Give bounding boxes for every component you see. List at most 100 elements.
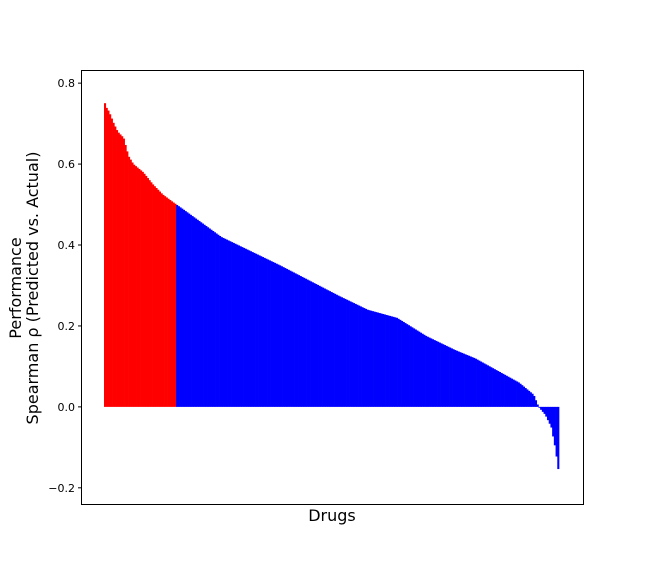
- drug-bar: [504, 374, 507, 407]
- drug-bar: [208, 228, 211, 407]
- drug-bar: [320, 286, 323, 407]
- drug-bar: [273, 262, 277, 407]
- drug-bar: [164, 196, 167, 407]
- drug-bar: [550, 406, 553, 428]
- drug-bar: [267, 259, 270, 407]
- drug-bar: [165, 197, 168, 407]
- drug-bar: [148, 180, 151, 407]
- drug-bar: [461, 352, 464, 407]
- drug-bar: [292, 272, 295, 407]
- drug-bar: [402, 322, 405, 407]
- drug-bar: [413, 328, 416, 407]
- drug-bar: [449, 347, 452, 407]
- drug-bar: [104, 103, 107, 407]
- drug-bar: [112, 122, 115, 407]
- drug-bar: [160, 193, 163, 407]
- drug-bar: [201, 223, 204, 407]
- drug-bar: [431, 339, 435, 407]
- drug-bar: [251, 252, 254, 407]
- drug-bar: [363, 308, 366, 407]
- drug-bar: [512, 379, 515, 407]
- drug-bar: [438, 342, 441, 407]
- drug-bar: [485, 364, 488, 407]
- drug-bar: [474, 358, 477, 407]
- drug-bar: [517, 382, 520, 407]
- drug-bar: [344, 298, 347, 407]
- drug-bar: [538, 406, 541, 408]
- drug-bar: [473, 357, 476, 407]
- drug-bar: [174, 203, 177, 407]
- drug-bar: [332, 292, 335, 407]
- drug-bar: [339, 296, 342, 407]
- drug-bar: [414, 329, 417, 407]
- drug-bar: [354, 303, 357, 407]
- drug-bar: [495, 370, 498, 407]
- drug-bar: [227, 240, 230, 407]
- drug-bar: [346, 299, 349, 407]
- drug-bar: [248, 250, 251, 407]
- drug-bar: [203, 224, 206, 407]
- drug-bar: [486, 365, 489, 407]
- drug-bar: [387, 315, 390, 407]
- drug-bar: [124, 144, 127, 407]
- drug-bar: [380, 313, 383, 407]
- y-axis-label-line1: Performance: [6, 237, 25, 338]
- drug-bar: [524, 388, 527, 407]
- drug-bar: [282, 267, 285, 407]
- drug-bar: [105, 107, 108, 407]
- drug-bar: [143, 173, 146, 407]
- drug-bar: [335, 294, 338, 407]
- drug-bar: [416, 330, 419, 407]
- drug-bar: [138, 168, 141, 407]
- drug-bar: [401, 320, 404, 407]
- drug-bar: [419, 332, 422, 407]
- drug-bar: [198, 221, 201, 407]
- drug-bar: [440, 343, 443, 407]
- drug-bar: [170, 201, 174, 407]
- drug-bar: [323, 288, 326, 407]
- drug-bar: [313, 283, 316, 407]
- drug-bar: [210, 229, 213, 407]
- drug-bar: [255, 253, 258, 407]
- drug-bar: [145, 175, 148, 407]
- drug-bar: [371, 311, 374, 407]
- drug-bar: [442, 344, 445, 407]
- drug-bar: [304, 278, 307, 407]
- drug-bar: [421, 333, 424, 407]
- drug-bar: [478, 360, 481, 407]
- drug-bar: [377, 312, 380, 407]
- drug-bar: [258, 255, 261, 407]
- drug-bar: [272, 262, 275, 407]
- drug-bar: [207, 227, 210, 407]
- drug-bar: [299, 276, 302, 407]
- y-tick-label: −0.2: [48, 482, 75, 495]
- drug-bar: [529, 392, 532, 407]
- drug-bar: [507, 376, 510, 407]
- drug-bar: [241, 247, 244, 407]
- drug-bar: [435, 340, 438, 407]
- drug-bar: [541, 406, 544, 412]
- drug-bar: [181, 208, 184, 407]
- drug-bar: [445, 345, 448, 407]
- drug-bar: [423, 334, 426, 407]
- drug-bar: [340, 297, 344, 407]
- drug-bar: [430, 338, 433, 407]
- drug-bar: [533, 395, 536, 407]
- drug-bar: [522, 386, 526, 407]
- drug-bar: [279, 265, 282, 407]
- y-tick-label: 0.6: [58, 158, 76, 171]
- drug-bar: [375, 312, 378, 407]
- drug-bar: [217, 234, 220, 407]
- drug-bar: [277, 264, 280, 407]
- drug-bar: [454, 350, 457, 407]
- y-tick-label: 0.2: [58, 320, 76, 333]
- drug-bar: [186, 212, 189, 407]
- drug-bar: [452, 349, 455, 407]
- drug-bar: [322, 287, 325, 407]
- drug-bar: [546, 406, 550, 421]
- drug-bar: [493, 369, 496, 407]
- x-axis-label: Drugs: [308, 506, 356, 525]
- drug-bar: [328, 291, 331, 407]
- drug-bar: [141, 171, 144, 407]
- drug-bar: [215, 233, 218, 407]
